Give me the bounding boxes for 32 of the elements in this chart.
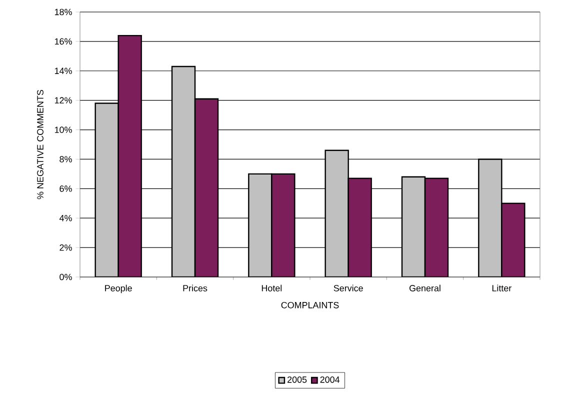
x-tick-label: Hotel [262, 284, 282, 292]
y-tick-label: 10% [54, 126, 72, 133]
x-tick-label: People [105, 284, 132, 294]
bar [194, 98, 219, 277]
y-tick-label: 0% [60, 274, 72, 280]
y-tick-label: 14% [54, 68, 72, 74]
bar [401, 176, 426, 277]
y-axis-title: % NEGATIVE COMMENTS [37, 90, 44, 200]
x-tick-label: Litter [492, 284, 512, 292]
y-tick-label: 8% [60, 156, 72, 162]
y-tick-label: 16% [54, 38, 72, 45]
bar [478, 158, 502, 277]
x-tick-label: General [410, 284, 440, 292]
bar [271, 173, 296, 277]
legend-label: 2005 [288, 376, 307, 383]
bar [325, 150, 348, 277]
bar [348, 178, 372, 277]
x-tick-label: Service [334, 284, 363, 292]
y-tick-label: 18% [54, 8, 72, 16]
y-tick-label: 2% [60, 244, 72, 251]
y-tick-label: 12% [54, 97, 72, 104]
x-tick-label: Prices [183, 284, 208, 292]
bar [118, 34, 142, 277]
bar [248, 173, 272, 277]
x-axis-title: COMPLAINTS [281, 302, 339, 308]
y-tick-label: 6% [60, 185, 72, 192]
bar [94, 102, 119, 277]
bar [171, 66, 196, 277]
bar [424, 178, 449, 277]
legend-label: 2004 [320, 376, 340, 383]
bar [501, 202, 526, 277]
y-tick-label: 4% [59, 214, 72, 222]
